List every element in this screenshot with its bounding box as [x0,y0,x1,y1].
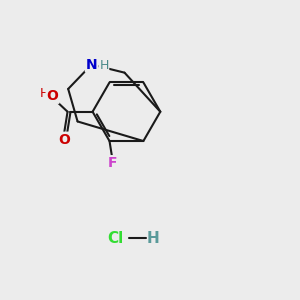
Text: H: H [39,87,49,100]
Text: N: N [86,58,98,71]
Text: H: H [147,231,159,246]
Text: O: O [58,133,70,147]
Text: F: F [108,156,117,170]
Text: H: H [99,58,109,72]
Text: Cl: Cl [107,231,123,246]
Text: O: O [46,89,58,103]
